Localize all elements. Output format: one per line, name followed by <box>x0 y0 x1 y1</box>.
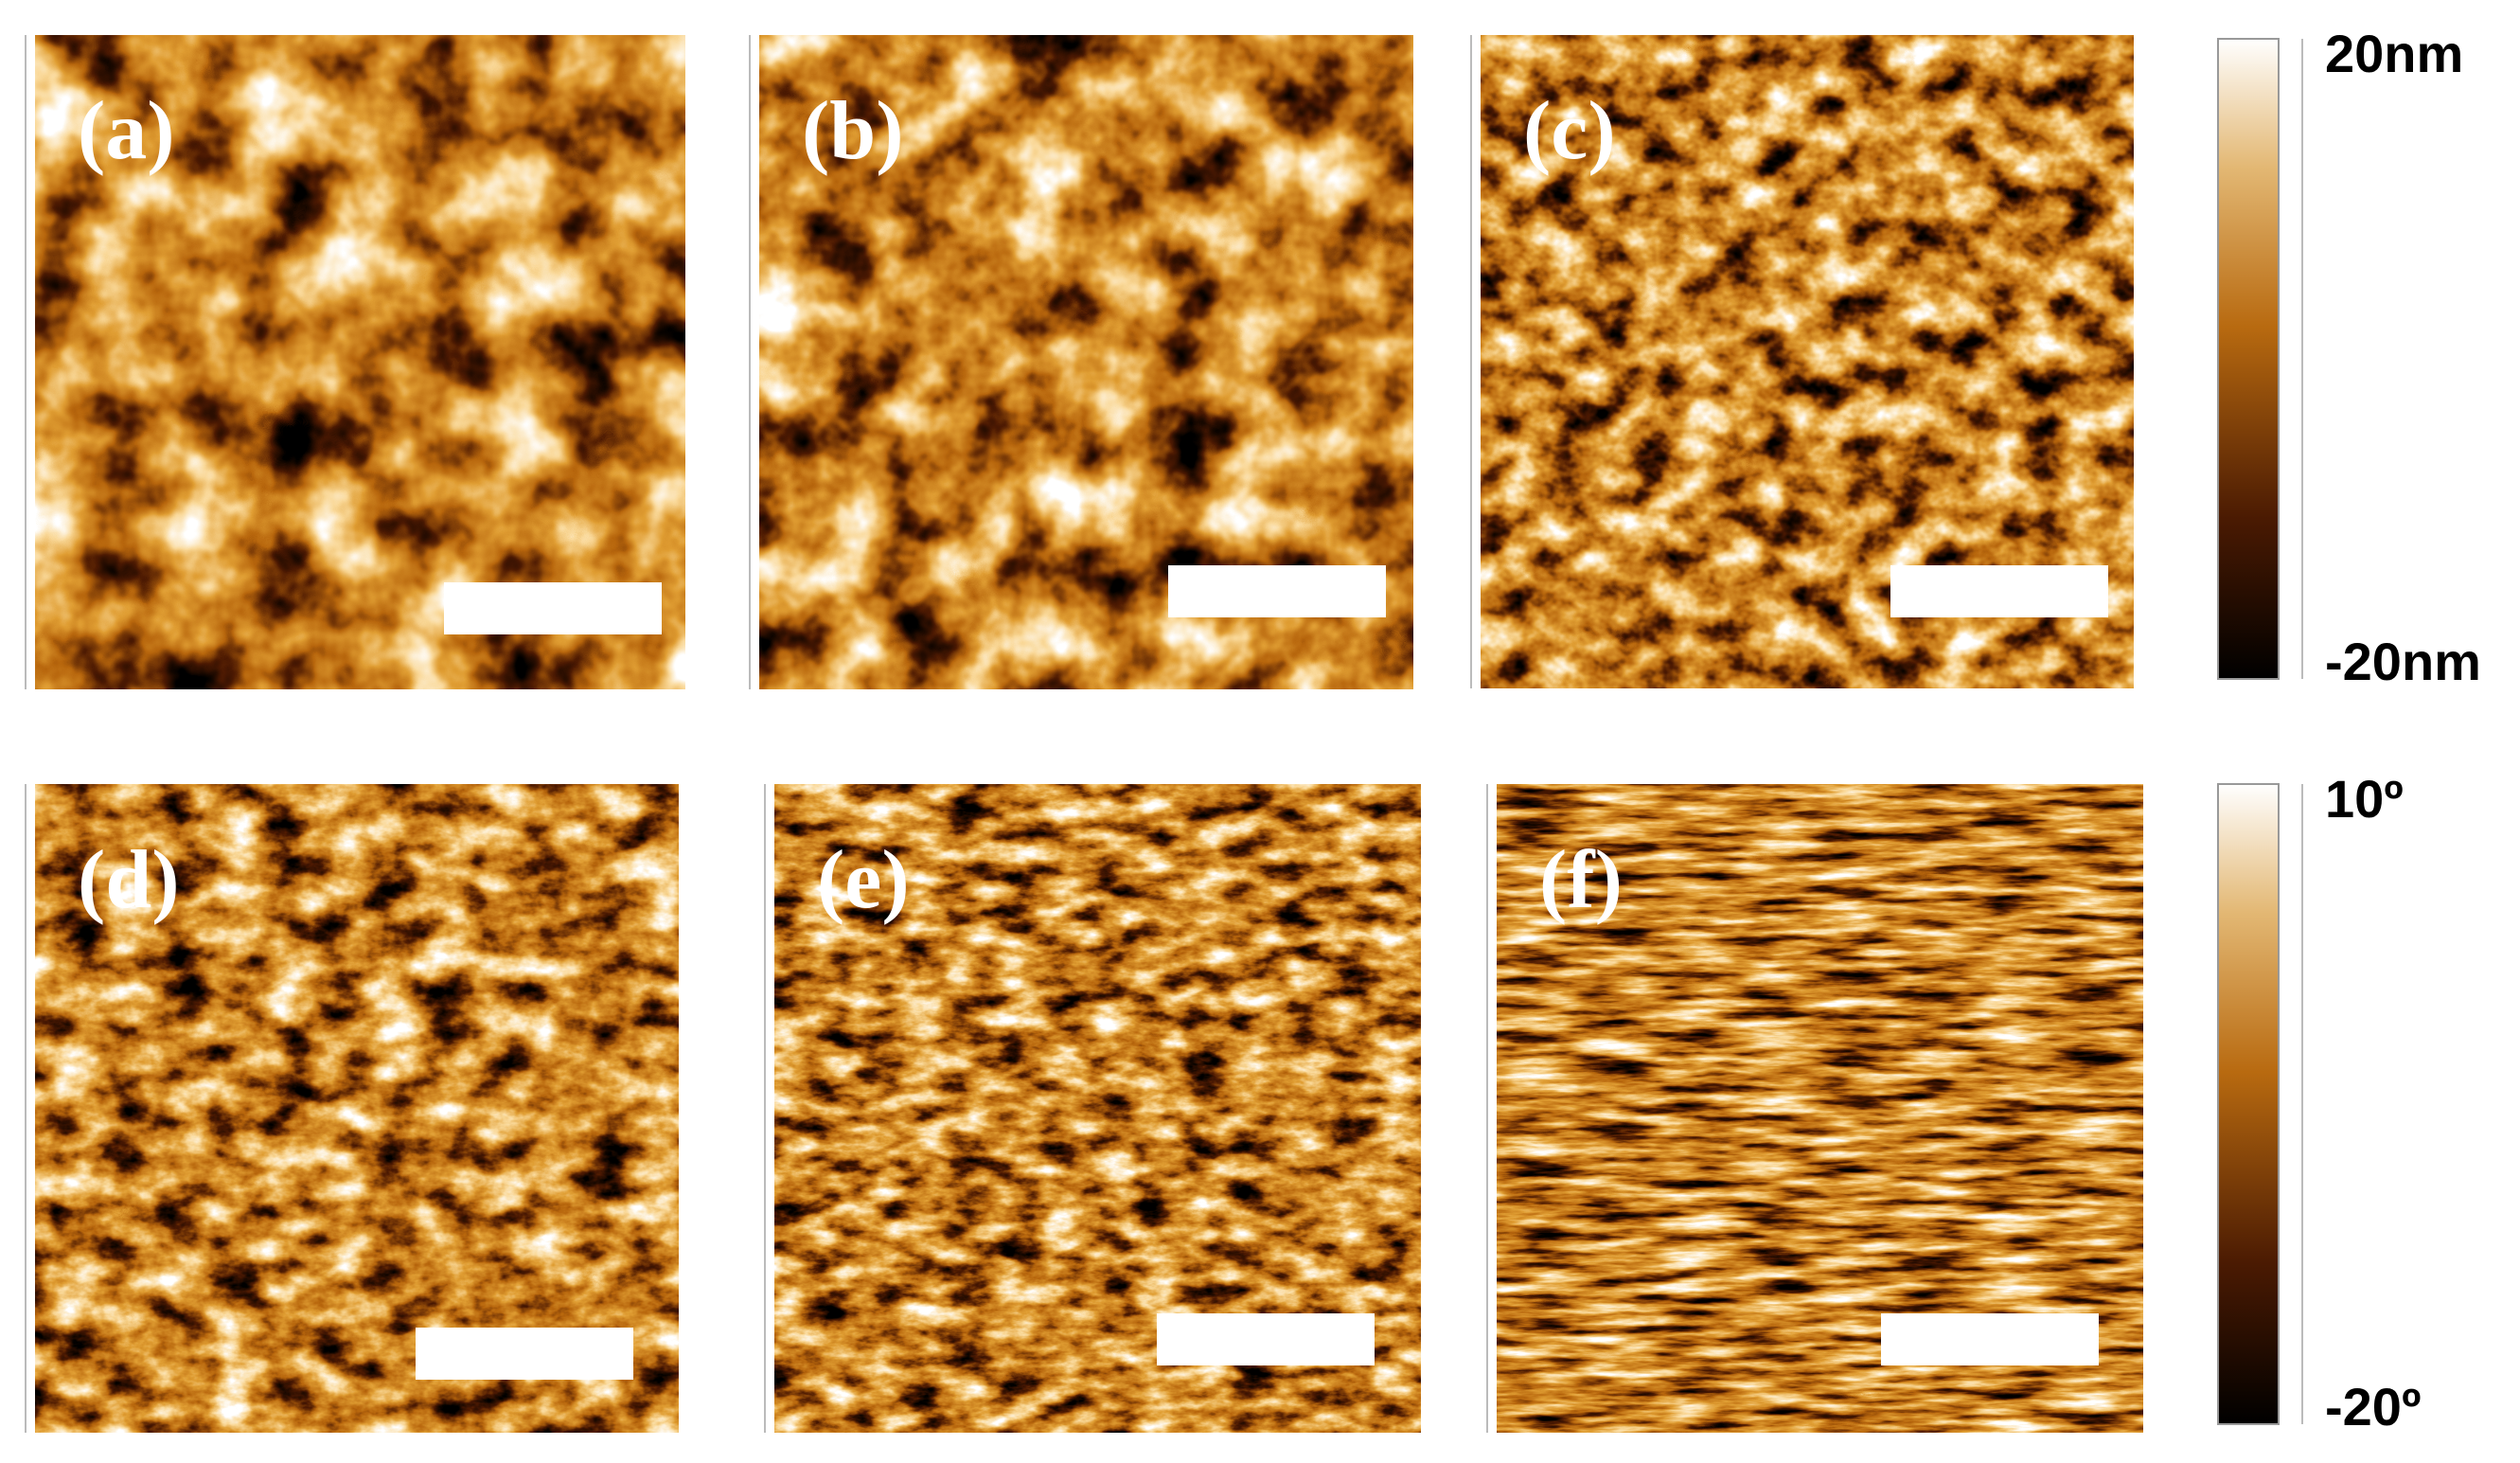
colorbar-gradient <box>2217 38 2280 680</box>
scale-bar <box>1890 565 2108 617</box>
colorbar-bottom-label: -20nm <box>2325 632 2481 691</box>
scale-bar <box>416 1328 633 1380</box>
panel-label: (c) <box>1523 85 1616 177</box>
afm-panel: (c) <box>1470 35 2134 688</box>
scale-bar <box>1157 1313 1375 1365</box>
afm-image <box>35 784 679 1433</box>
scale-bar <box>1881 1313 2099 1365</box>
afm-panel: (f) <box>1486 784 2143 1433</box>
colorbar-top-label: 20nm <box>2325 24 2463 83</box>
afm-image <box>35 35 685 689</box>
afm-panel: (e) <box>764 784 1421 1433</box>
panel-label: (b) <box>802 85 904 177</box>
panel-label: (e) <box>817 834 910 926</box>
panel-label: (a) <box>78 85 175 177</box>
colorbar-gradient <box>2217 783 2280 1425</box>
panel-label: (d) <box>78 834 180 926</box>
afm-panel: (a) <box>25 35 685 689</box>
colorbar: 20nm -20nm <box>2217 24 2481 691</box>
scale-bar <box>1168 565 1386 617</box>
panel-label: (f) <box>1539 834 1623 926</box>
afm-panel: (d) <box>25 784 679 1433</box>
colorbar-bottom-label: -20º <box>2325 1377 2421 1436</box>
afm-panel: (b) <box>749 35 1413 689</box>
colorbar: 10º -20º <box>2217 769 2421 1436</box>
scale-bar <box>444 582 662 634</box>
colorbar-top-label: 10º <box>2325 769 2404 829</box>
